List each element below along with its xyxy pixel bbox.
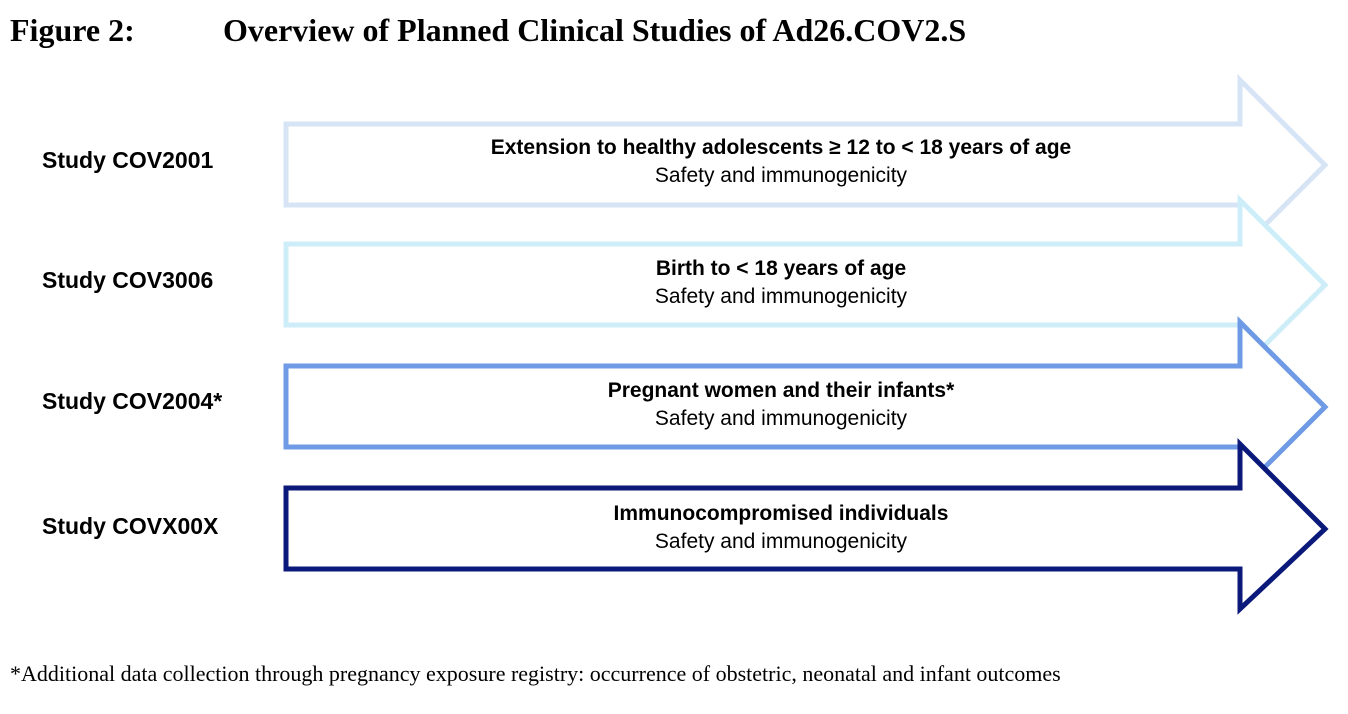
study-headline: Pregnant women and their infants* <box>607 379 955 402</box>
study-arrow-1 <box>283 193 1329 377</box>
study-subtitle: Safety and immunogenicity <box>654 407 908 430</box>
study-headline: Birth to < 18 years of age <box>655 257 907 280</box>
study-arrow-3 <box>283 437 1329 615</box>
study-description: Extension to healthy adolescents ≥ 12 to… <box>286 134 1276 190</box>
study-subtitle: Safety and immunogenicity <box>654 164 908 187</box>
study-subtitle: Safety and immunogenicity <box>654 285 908 308</box>
study-label: Study COV2001 <box>42 147 214 173</box>
figure-title: Figure 2: Overview of Planned Clinical St… <box>10 12 966 49</box>
study-description: Immunocompromised individuals Safety and… <box>286 500 1276 556</box>
study-description: Birth to < 18 years of age Safety and im… <box>286 255 1276 311</box>
study-description: Pregnant women and their infants* Safety… <box>286 377 1276 433</box>
figure-number: Figure 2: <box>10 12 135 48</box>
study-arrow-2 <box>283 315 1329 499</box>
study-arrow-0 <box>283 73 1329 257</box>
study-headline: Immunocompromised individuals <box>613 502 949 525</box>
study-subtitle: Safety and immunogenicity <box>654 530 908 553</box>
study-label: Study COV3006 <box>42 267 214 293</box>
study-label: Study COVX00X <box>42 513 219 539</box>
footnote: *Additional data collection through preg… <box>10 661 1061 686</box>
figure-title-text: Overview of Planned Clinical Studies of … <box>223 12 967 48</box>
study-label: Study COV2004* <box>42 388 223 414</box>
study-headline: Extension to healthy adolescents ≥ 12 to… <box>490 136 1072 159</box>
